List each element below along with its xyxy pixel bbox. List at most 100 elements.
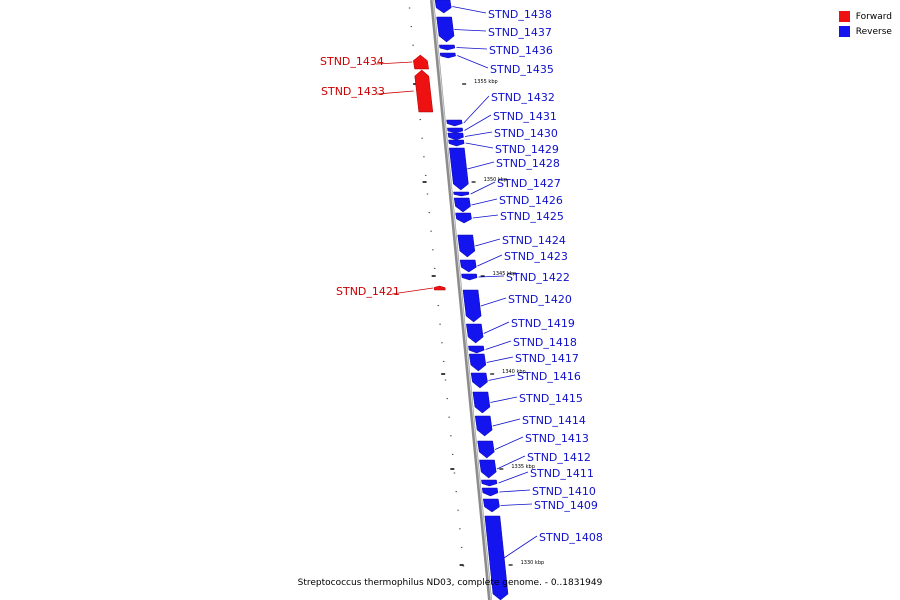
gene-label: STND_1414 — [522, 414, 586, 427]
leader-line — [496, 455, 526, 470]
gene-label: STND_1426 — [499, 194, 563, 207]
leader-line — [376, 90, 414, 95]
tick-label: 1345 kbp — [493, 271, 517, 277]
gene-label: STND_1416 — [517, 370, 581, 383]
gene-stnd-1409 — [482, 498, 500, 513]
leader-line — [464, 114, 492, 131]
gene-label: STND_1434 — [320, 55, 384, 68]
leader-line — [456, 47, 488, 50]
gene-label: STND_1411 — [530, 467, 594, 480]
leader-line — [472, 214, 499, 219]
leader-line — [471, 198, 498, 206]
leader-line — [452, 6, 487, 14]
gene-stnd-1422 — [461, 273, 478, 281]
gene-stnd-1425 — [455, 212, 472, 224]
leader-line — [463, 95, 490, 124]
gene-label: STND_1428 — [496, 157, 560, 170]
gene-stnd-1433 — [414, 69, 434, 113]
gene-label: STND_1417 — [515, 352, 579, 365]
gene-label: STND_1419 — [511, 317, 575, 330]
leader-line — [464, 131, 493, 137]
gene-label: STND_1415 — [519, 392, 583, 405]
leader-line — [503, 535, 538, 559]
gene-label: STND_1430 — [494, 127, 558, 140]
leader-line — [498, 471, 529, 484]
gene-stnd-1438 — [434, 0, 452, 14]
gene-label: STND_1423 — [504, 250, 568, 263]
leader-line — [375, 61, 413, 65]
legend-label-forward: Forward — [855, 11, 892, 22]
gene-stnd-1411 — [481, 479, 498, 487]
gene-stnd-1429 — [448, 139, 465, 147]
leader-line — [391, 287, 434, 295]
gene-label: STND_1413 — [525, 432, 589, 445]
legend-item-forward[interactable]: Forward — [838, 9, 892, 24]
gene-label: STND_1412 — [527, 451, 591, 464]
gene-stnd-1419 — [466, 323, 484, 344]
leader-line — [467, 161, 495, 170]
gene-stnd-1428 — [449, 147, 469, 191]
gene-stnd-1435 — [439, 52, 456, 59]
gene-stnd-1418 — [468, 345, 485, 354]
leader-line — [478, 275, 505, 278]
leader-line — [480, 297, 507, 307]
leader-line — [457, 55, 489, 69]
gene-stnd-1417 — [468, 353, 487, 372]
gene-label: STND_1431 — [493, 110, 557, 123]
gene-stnd-1426 — [453, 197, 471, 213]
leader-line — [483, 321, 510, 334]
backbone-highlight — [432, 0, 492, 600]
gene-stnd-1431 — [447, 127, 464, 134]
reverse-swatch — [838, 26, 850, 37]
gene-stnd-1430 — [447, 132, 464, 141]
gene-stnd-1424 — [457, 234, 476, 258]
gene-label: STND_1436 — [489, 44, 553, 57]
gene-stnd-1427 — [453, 191, 470, 197]
gene-stnd-1434 — [413, 54, 429, 70]
legend-item-reverse[interactable]: Reverse — [838, 24, 892, 39]
gene-stnd-1408 — [484, 515, 509, 600]
leader-line — [494, 436, 524, 450]
legend: Forward Reverse — [838, 9, 892, 39]
gene-stnd-1436 — [439, 44, 456, 51]
gene-stnd-1421 — [433, 285, 446, 291]
gene-stnd-1412 — [479, 459, 497, 479]
gene-stnd-1432 — [446, 119, 463, 127]
forward-swatch — [838, 11, 850, 22]
tick-label: 1355 kbp — [474, 79, 498, 85]
backbone-line — [430, 0, 492, 600]
gene-label: STND_1422 — [506, 271, 570, 284]
leader-line — [486, 356, 514, 363]
leader-line — [499, 489, 531, 493]
major-tick-marks — [413, 83, 513, 566]
genome-caption: Streptococcus thermophilus ND03, complet… — [297, 578, 603, 588]
gene-label: STND_1429 — [495, 143, 559, 156]
leader-line — [492, 418, 521, 427]
leader-line — [465, 142, 494, 149]
gene-label: STND_1438 — [488, 8, 552, 21]
leader-line — [500, 503, 533, 506]
gene-stnd-1420 — [462, 289, 482, 323]
gene-label: STND_1420 — [508, 293, 572, 306]
gene-label: STND_1432 — [491, 91, 555, 104]
gene-stnd-1414 — [474, 415, 493, 437]
gene-label: STND_1435 — [490, 63, 554, 76]
gene-stnd-1437 — [436, 16, 455, 43]
tick-label: 1335 kbp — [511, 464, 535, 470]
leader-line — [477, 254, 503, 267]
gene-label: STND_1421 — [336, 285, 400, 298]
gene-label: STND_1410 — [532, 485, 596, 498]
gene-label: STND_1437 — [488, 26, 552, 39]
gene-label: STND_1418 — [513, 336, 577, 349]
gene-stnd-1415 — [472, 391, 491, 414]
gene-stnd-1413 — [477, 440, 495, 459]
tick-label: 1340 kbp — [502, 369, 526, 375]
gene-stnd-1423 — [459, 259, 477, 273]
leader-line — [488, 374, 516, 381]
leader-line — [470, 181, 496, 195]
label-leader-lines — [375, 6, 538, 559]
gene-label: STND_1424 — [502, 234, 566, 247]
leader-line — [490, 396, 518, 403]
gene-label: STND_1425 — [500, 210, 564, 223]
leader-line — [475, 238, 501, 247]
